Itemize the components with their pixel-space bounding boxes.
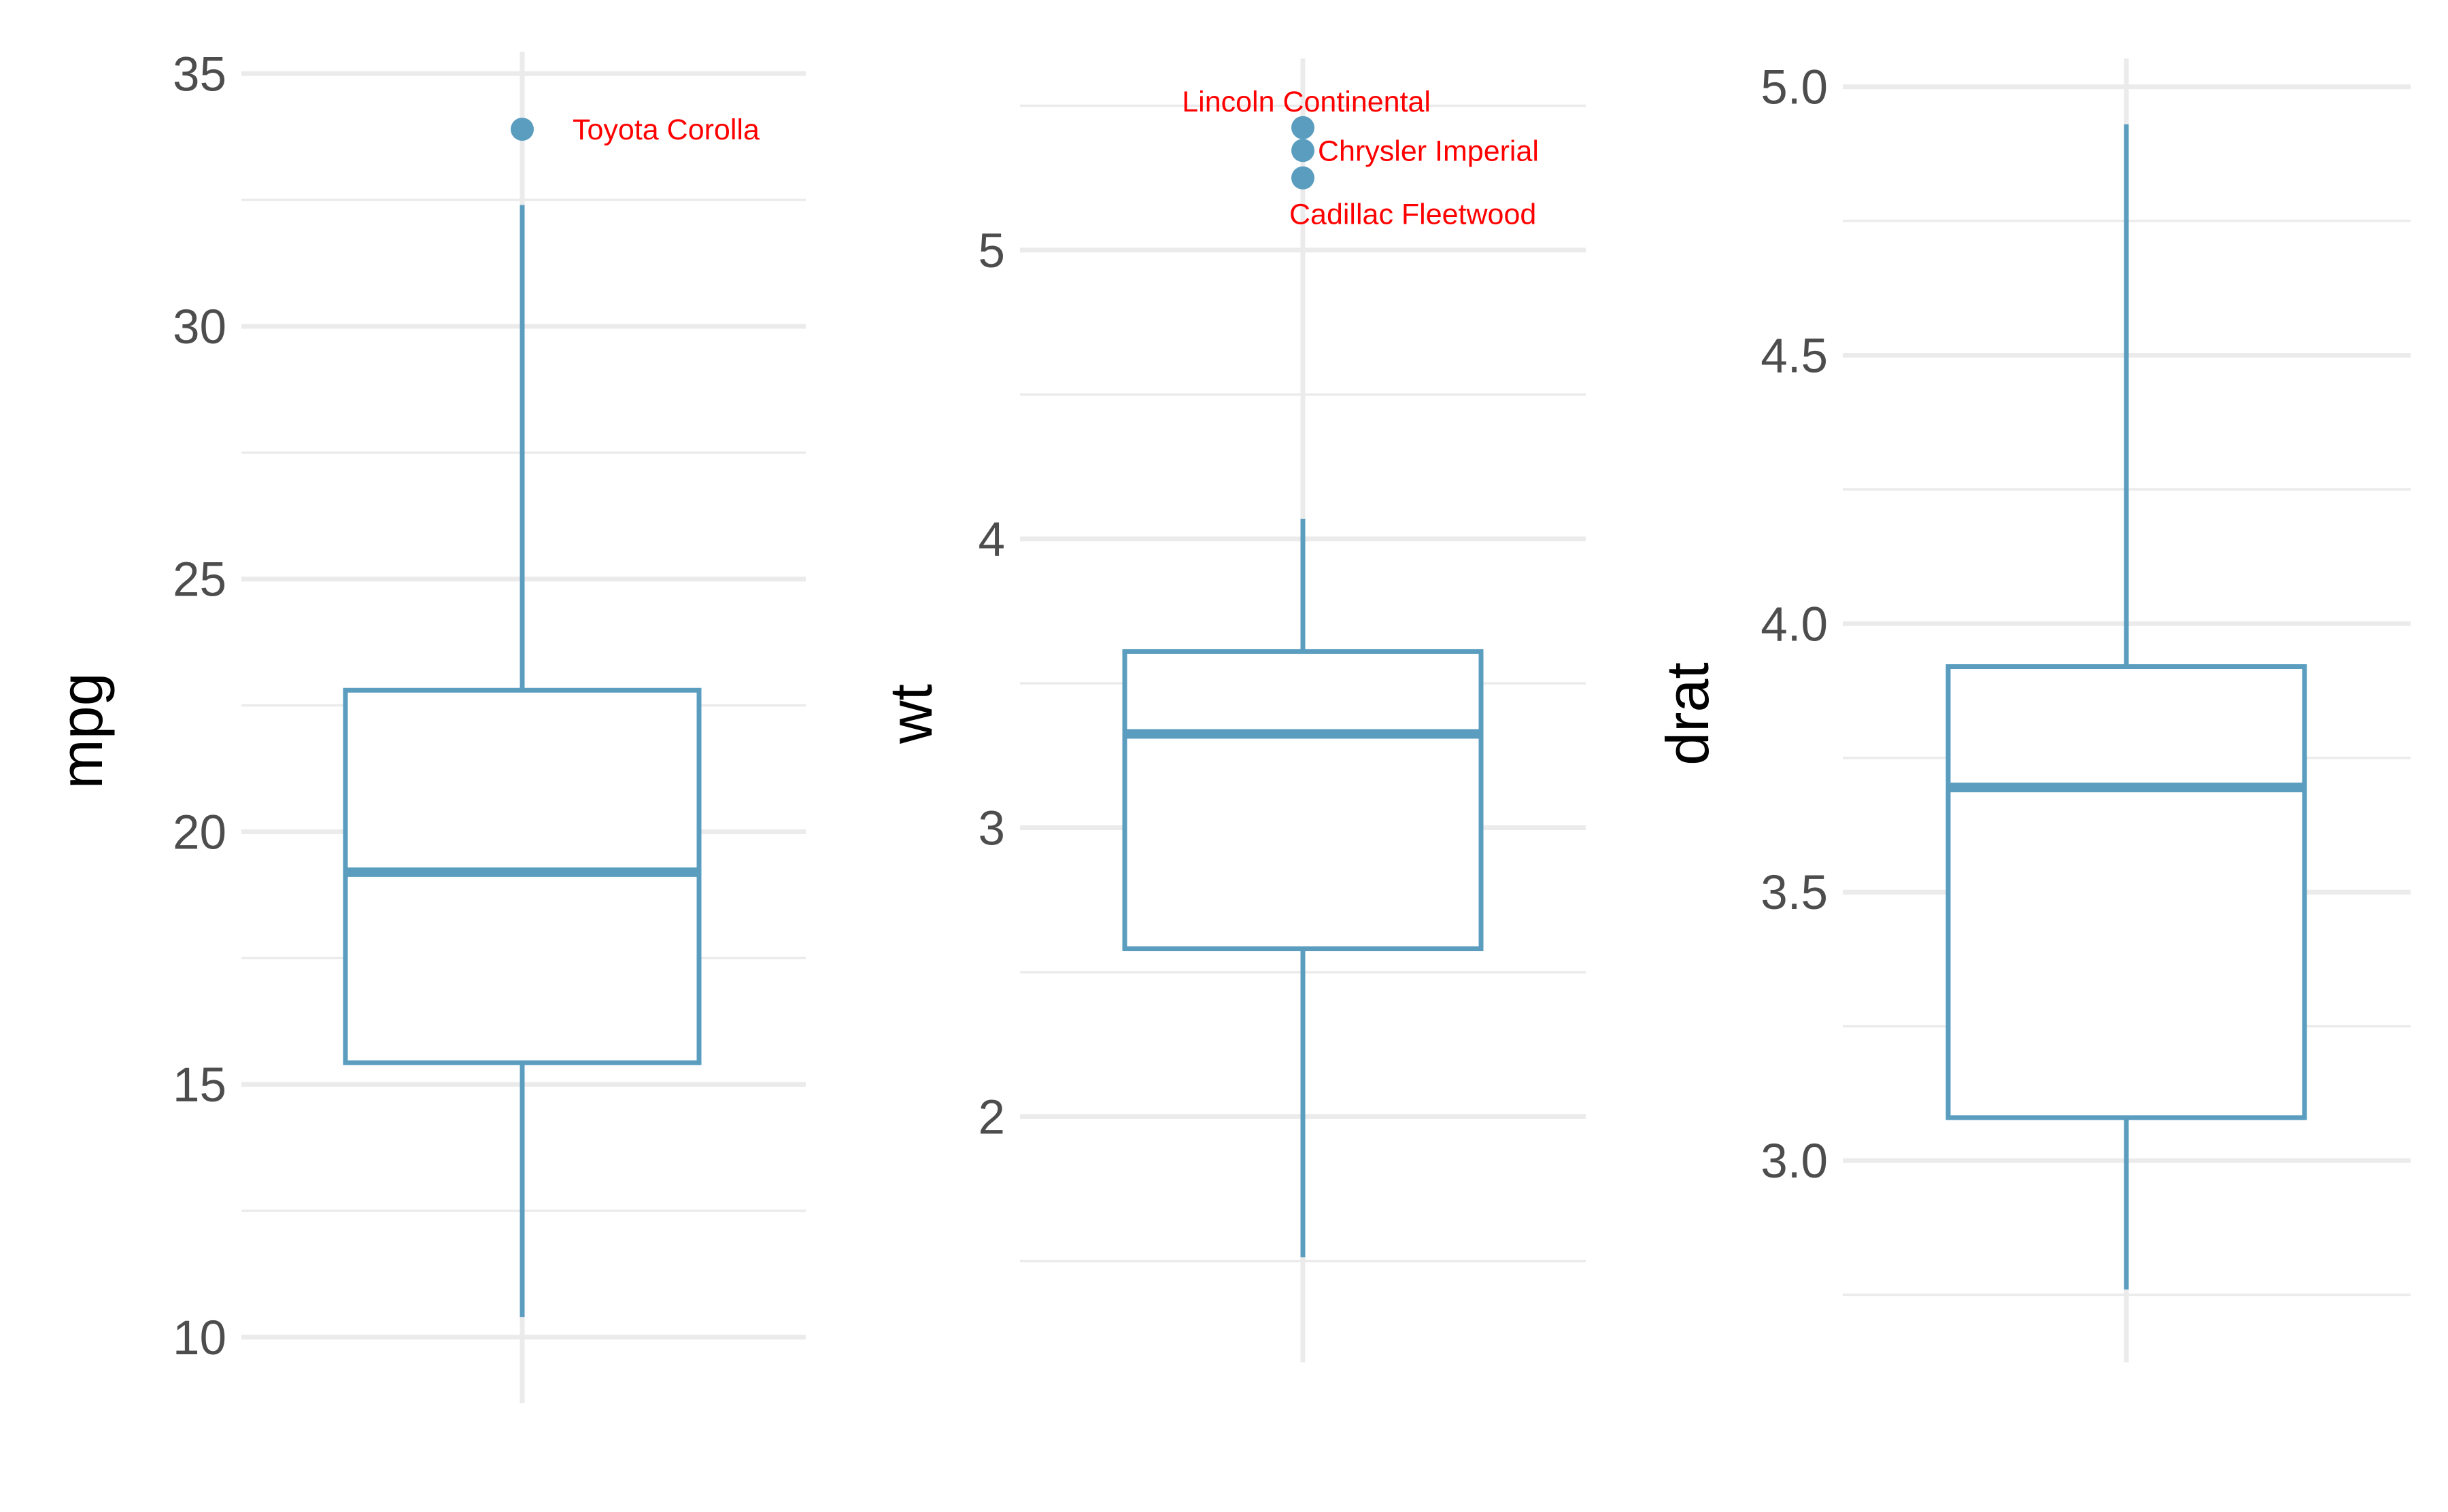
outlier-point — [511, 118, 534, 141]
y-tick-label: 10 — [173, 1311, 226, 1365]
y-tick-label: 5 — [979, 224, 1006, 278]
y-tick-label: 35 — [173, 48, 226, 101]
panel-wt: 2 3 4 5 wt Lincoln Continental Chrysler Imperi… — [877, 58, 1586, 1362]
y-tick-label: 20 — [173, 806, 226, 859]
outlier-label: Toyota Corolla — [573, 114, 760, 146]
y-tick-label: 4.5 — [1761, 329, 1828, 383]
outlier-label: Chrysler Imperial — [1318, 135, 1539, 167]
y-tick-label: 25 — [173, 553, 226, 607]
y-tick-label: 30 — [173, 300, 226, 354]
y-tick-label: 4 — [979, 513, 1006, 567]
y-axis-title: mpg — [48, 672, 115, 789]
y-tick-label: 5.0 — [1761, 61, 1828, 115]
iqr-box — [1122, 649, 1484, 952]
panel-drat: 3.0 3.5 4.0 4.5 5.0 drat — [1654, 58, 2411, 1362]
outlier-label: Cadillac Fleetwood — [1289, 199, 1536, 231]
y-axis-title: wt — [877, 684, 945, 744]
y-axis-title: drat — [1654, 662, 1721, 766]
iqr-box — [1945, 664, 2307, 1120]
outlier-point — [1291, 139, 1314, 162]
outlier-point — [1291, 116, 1314, 139]
y-tick-label: 3.0 — [1761, 1135, 1828, 1188]
panel-mpg: 10 15 20 25 30 35 mpg Toyota Corolla — [48, 48, 806, 1403]
outlier-point — [1291, 166, 1314, 190]
y-tick-label: 15 — [173, 1059, 226, 1112]
y-tick-label: 3 — [979, 802, 1006, 856]
y-tick-label: 4.0 — [1761, 598, 1828, 651]
y-tick-label: 3.5 — [1761, 866, 1828, 920]
y-tick-label: 2 — [979, 1090, 1006, 1144]
outlier-label: Lincoln Continental — [1182, 86, 1431, 118]
